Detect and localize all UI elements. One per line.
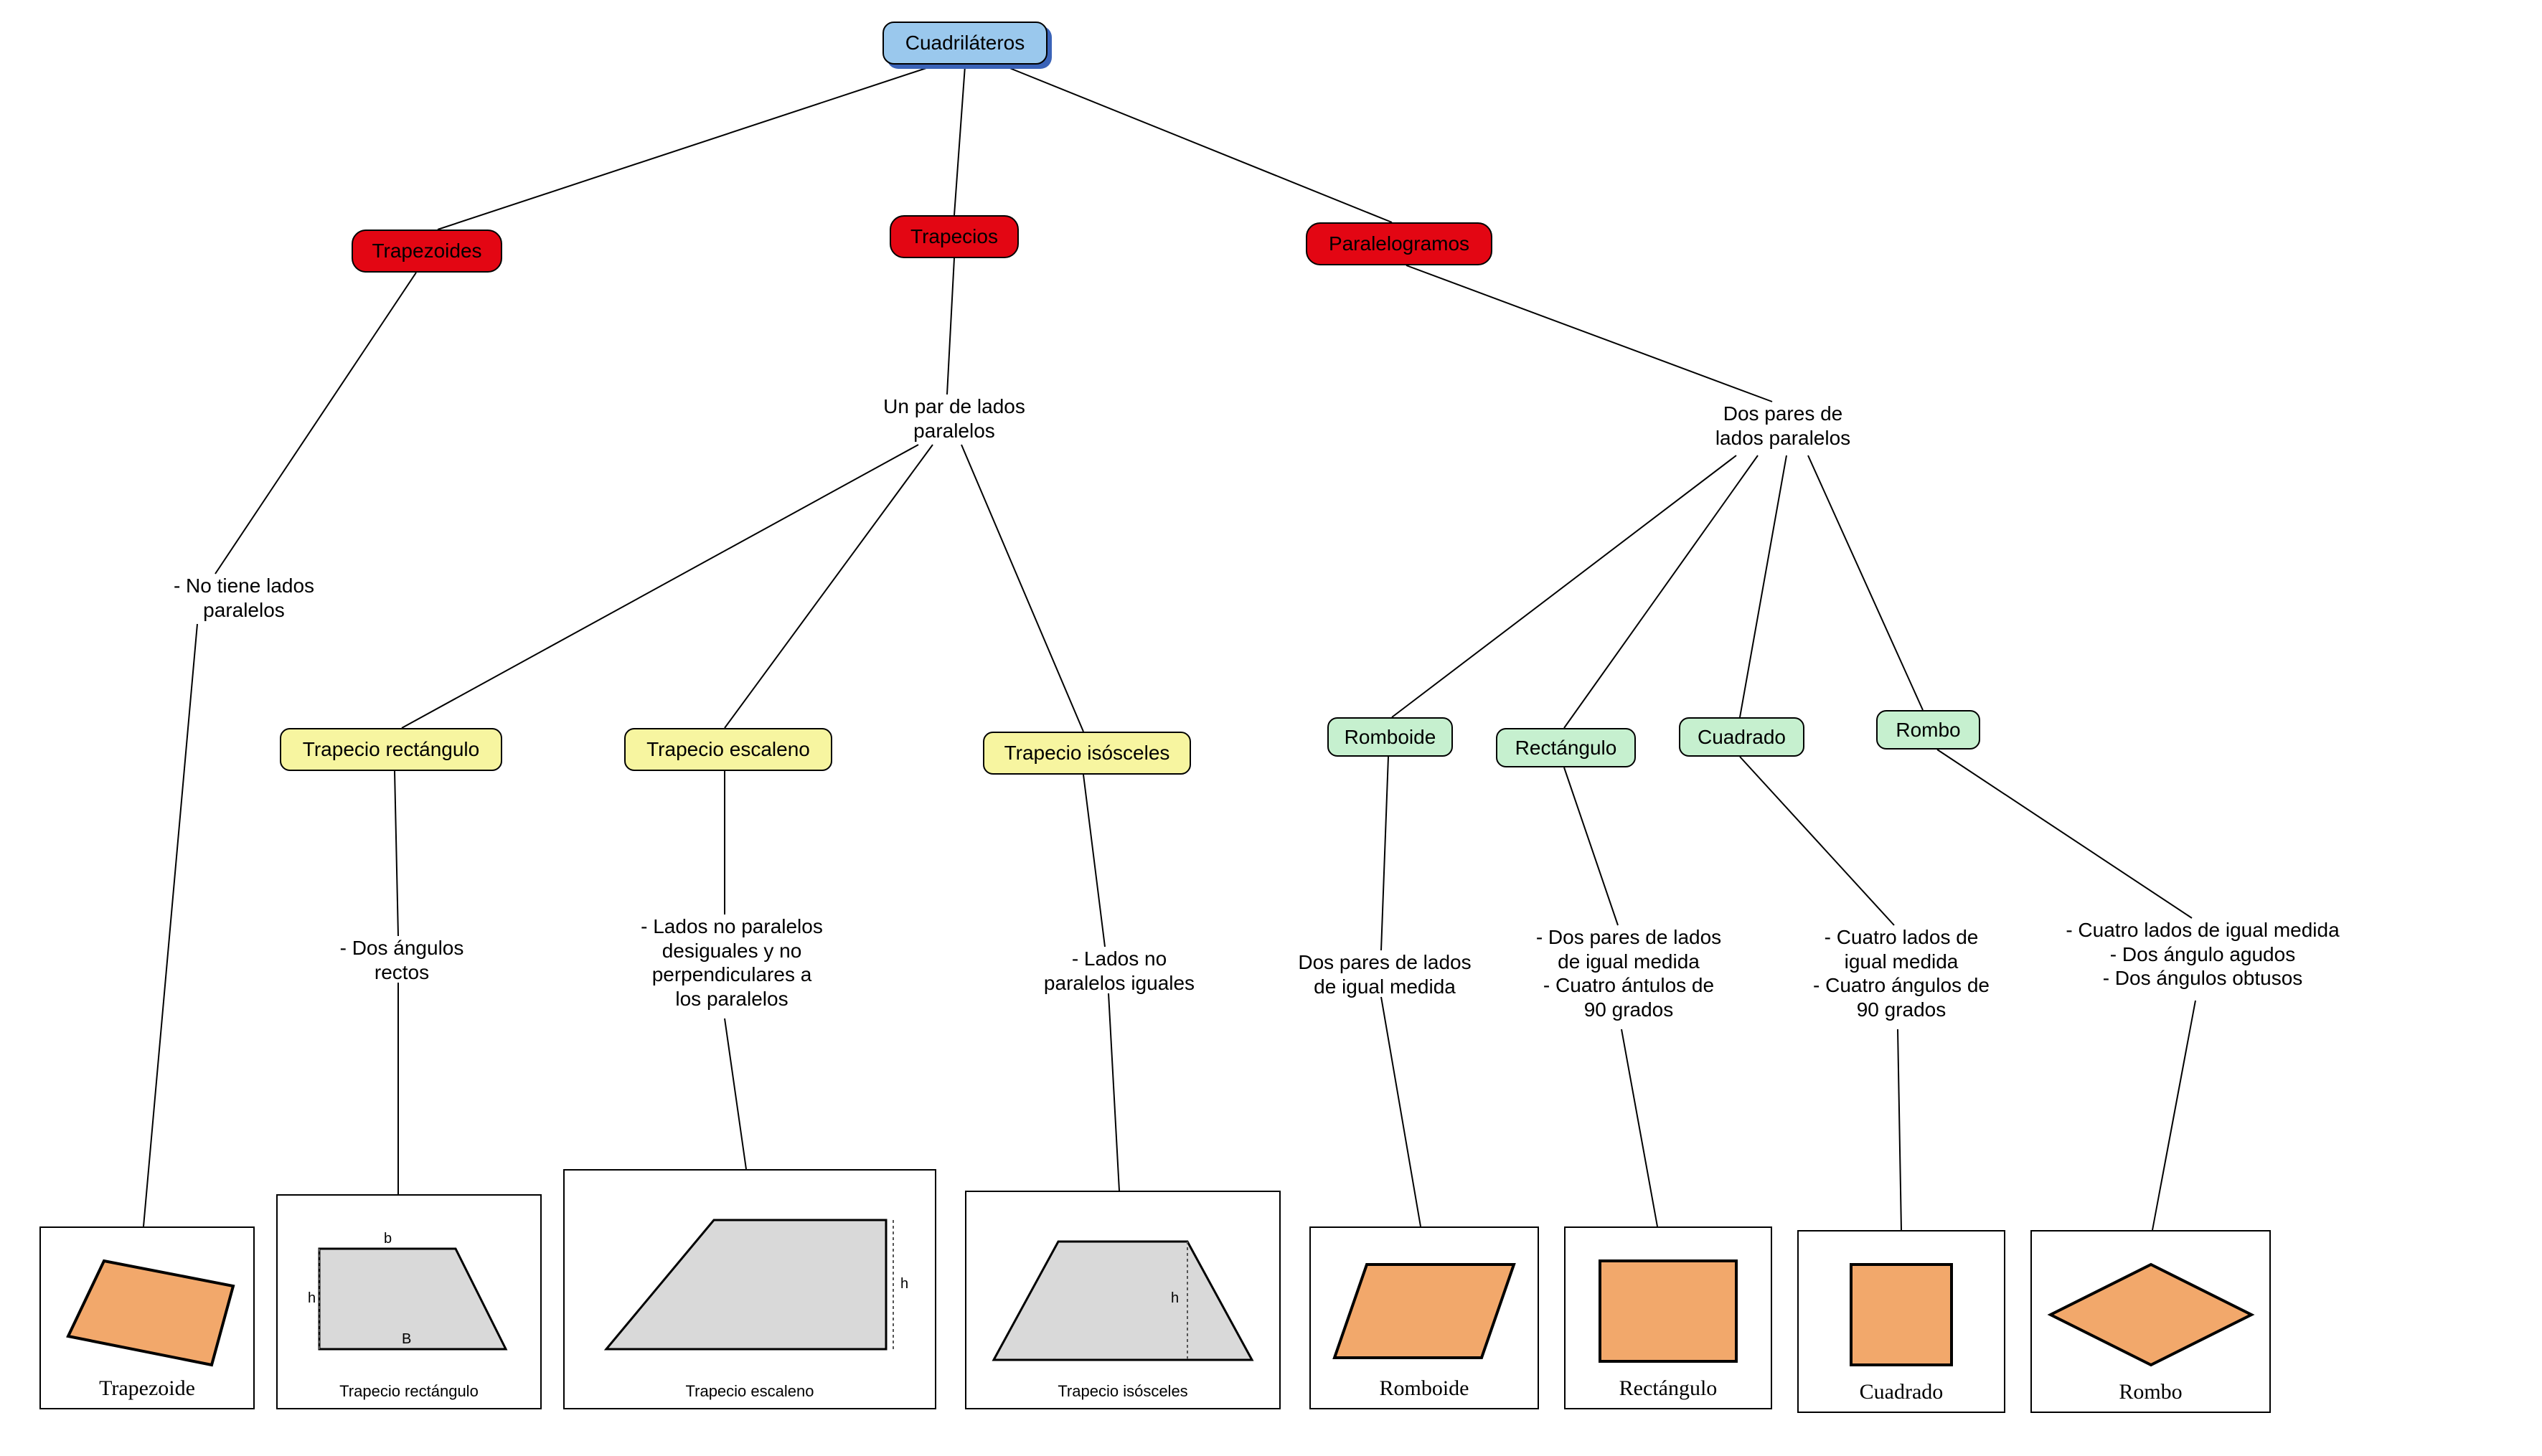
- rombo-icon: [2043, 1254, 2259, 1376]
- node-rectangulo: Rectángulo: [1496, 728, 1636, 767]
- text-dos-ang-rectos: - Dos ángulos rectos: [294, 936, 509, 984]
- node-cuadrado: Cuadrado: [1679, 717, 1804, 757]
- shape-rombo: Rombo: [2030, 1230, 2271, 1413]
- romboide-icon: [1324, 1250, 1525, 1372]
- dim-h: h: [1171, 1290, 1179, 1306]
- node-trapezoides: Trapezoides: [352, 230, 502, 273]
- dim-b: b: [384, 1231, 392, 1247]
- shape-rect: Rectángulo: [1564, 1226, 1772, 1409]
- text-rect-desc: - Dos pares de lados de igual medida - C…: [1500, 925, 1758, 1021]
- node-rectangulo-label: Rectángulo: [1515, 737, 1617, 760]
- shape-romboide-label: Romboide: [1380, 1376, 1469, 1401]
- trapezoide-icon: [54, 1250, 240, 1372]
- node-trapecios-label: Trapecios: [910, 225, 998, 248]
- shape-trect: h b B Trapecio rectángulo: [276, 1194, 542, 1409]
- shape-rombo-label: Rombo: [2119, 1380, 2182, 1404]
- text-no-paralelos: - No tiene lados paralelos: [136, 574, 352, 622]
- trap-rect-icon: h b B: [291, 1220, 527, 1378]
- trap-iso-icon: h: [979, 1220, 1266, 1378]
- node-romboide: Romboide: [1327, 717, 1453, 757]
- node-romboide-label: Romboide: [1345, 726, 1436, 749]
- dim-h: h: [900, 1276, 908, 1292]
- node-root-label: Cuadriláteros: [905, 32, 1025, 55]
- node-trap-rect: Trapecio rectángulo: [280, 728, 502, 771]
- trap-esc-icon: h: [578, 1199, 922, 1378]
- node-trapecios: Trapecios: [890, 215, 1019, 258]
- shape-rect-label: Rectángulo: [1619, 1376, 1718, 1401]
- text-cuad-desc: - Cuatro lados de igual medida - Cuatro …: [1772, 925, 2030, 1021]
- shape-trapezoide: Trapezoide: [39, 1226, 255, 1409]
- shape-cuad-label: Cuadrado: [1860, 1380, 1944, 1404]
- rect-icon: [1578, 1250, 1758, 1372]
- shape-trect-label: Trapecio rectángulo: [339, 1382, 479, 1401]
- node-trap-iso: Trapecio isósceles: [983, 732, 1191, 775]
- node-trap-rect-label: Trapecio rectángulo: [303, 738, 479, 761]
- shape-cuad: Cuadrado: [1797, 1230, 2005, 1413]
- node-paralelogramos-label: Paralelogramos: [1329, 232, 1469, 255]
- node-paralelogramos: Paralelogramos: [1306, 222, 1492, 265]
- dim-h: h: [308, 1290, 316, 1306]
- node-root: Cuadriláteros: [882, 22, 1048, 65]
- node-trap-iso-label: Trapecio isósceles: [1004, 742, 1170, 765]
- shape-tesc-label: Trapecio escaleno: [686, 1382, 814, 1401]
- node-trapezoides-label: Trapezoides: [372, 240, 481, 263]
- node-trap-esc: Trapecio escaleno: [624, 728, 832, 771]
- shape-romboide: Romboide: [1309, 1226, 1539, 1409]
- shape-trapezoide-label: Trapezoide: [99, 1376, 195, 1401]
- node-trap-esc-label: Trapecio escaleno: [646, 738, 810, 761]
- dim-B: B: [402, 1331, 411, 1347]
- text-un-par: Un par de lados paralelos: [847, 394, 1062, 443]
- text-dos-pares-p: Dos pares de lados paralelos: [1675, 402, 1891, 450]
- text-dos-pares-m: Dos pares de lados de igual medida: [1263, 950, 1507, 998]
- text-no-perp: - Lados no paralelos desiguales y no per…: [603, 914, 861, 1011]
- shape-tiso: h Trapecio isósceles: [965, 1191, 1281, 1409]
- node-cuadrado-label: Cuadrado: [1698, 726, 1786, 749]
- node-rombo: Rombo: [1876, 710, 1980, 750]
- shape-tesc: h Trapecio escaleno: [563, 1169, 936, 1409]
- cuad-icon: [1812, 1254, 1991, 1376]
- shape-tiso-label: Trapecio isósceles: [1058, 1382, 1187, 1401]
- text-rombo-desc: - Cuatro lados de igual medida - Dos áng…: [2030, 918, 2375, 991]
- text-lados-no-par: - Lados no paralelos iguales: [1004, 947, 1234, 995]
- node-rombo-label: Rombo: [1896, 719, 1960, 742]
